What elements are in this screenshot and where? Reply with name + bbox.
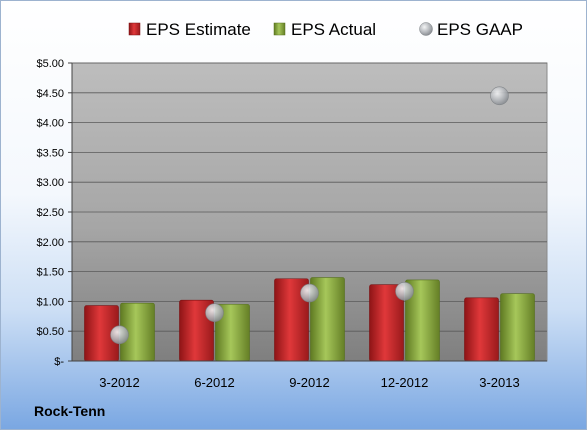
legend-label: EPS Actual [291,20,376,39]
y-tick-label: $5.00 [36,58,64,70]
legend: EPS Estimate EPS Actual EPS GAAP [128,20,523,39]
x-tick-label: 3-2013 [479,375,519,390]
y-tick-label: $4.00 [36,118,64,130]
y-tick-label: $- [54,356,64,368]
legend-label: EPS GAAP [437,20,523,39]
y-tick-label: $3.50 [36,147,64,159]
legend-label: EPS Estimate [146,20,251,39]
y-tick-label: $1.50 [36,267,64,279]
point-eps-gaap [205,303,224,323]
bar-eps-estimate [464,297,499,362]
y-tick-label: $3.00 [36,177,64,189]
x-tick-label: 9-2012 [289,375,329,390]
legend-swatch-eps-gaap [419,22,433,36]
y-axis: $- $0.50 $1.00 $1.50 $2.00 $2.50 $3.00 $3.50 $4.… [36,58,73,368]
company-name: Rock-Tenn [34,403,106,419]
legend-swatch-eps-estimate [128,22,141,36]
point-eps-gaap [300,283,319,303]
point-eps-gaap [110,325,129,345]
point-eps-gaap [395,281,414,301]
bars [84,277,535,362]
x-tick-label: 3-2012 [99,375,139,390]
x-tick-label: 6-2012 [194,375,234,390]
y-tick-label: $0.50 [36,326,64,338]
legend-swatch-eps-actual [273,22,286,36]
y-tick-label: $1.00 [36,296,64,308]
point-eps-gaap [490,86,509,106]
gaap-points [110,86,509,345]
y-tick-label: $4.50 [36,88,64,100]
bar-eps-actual [500,293,535,362]
y-tick-label: $2.50 [36,207,64,219]
x-tick-label: 12-2012 [381,375,429,390]
x-axis: 3-2012 6-2012 9-2012 12-2012 3-2013 [72,360,547,390]
y-tick-label: $2.00 [36,237,64,249]
